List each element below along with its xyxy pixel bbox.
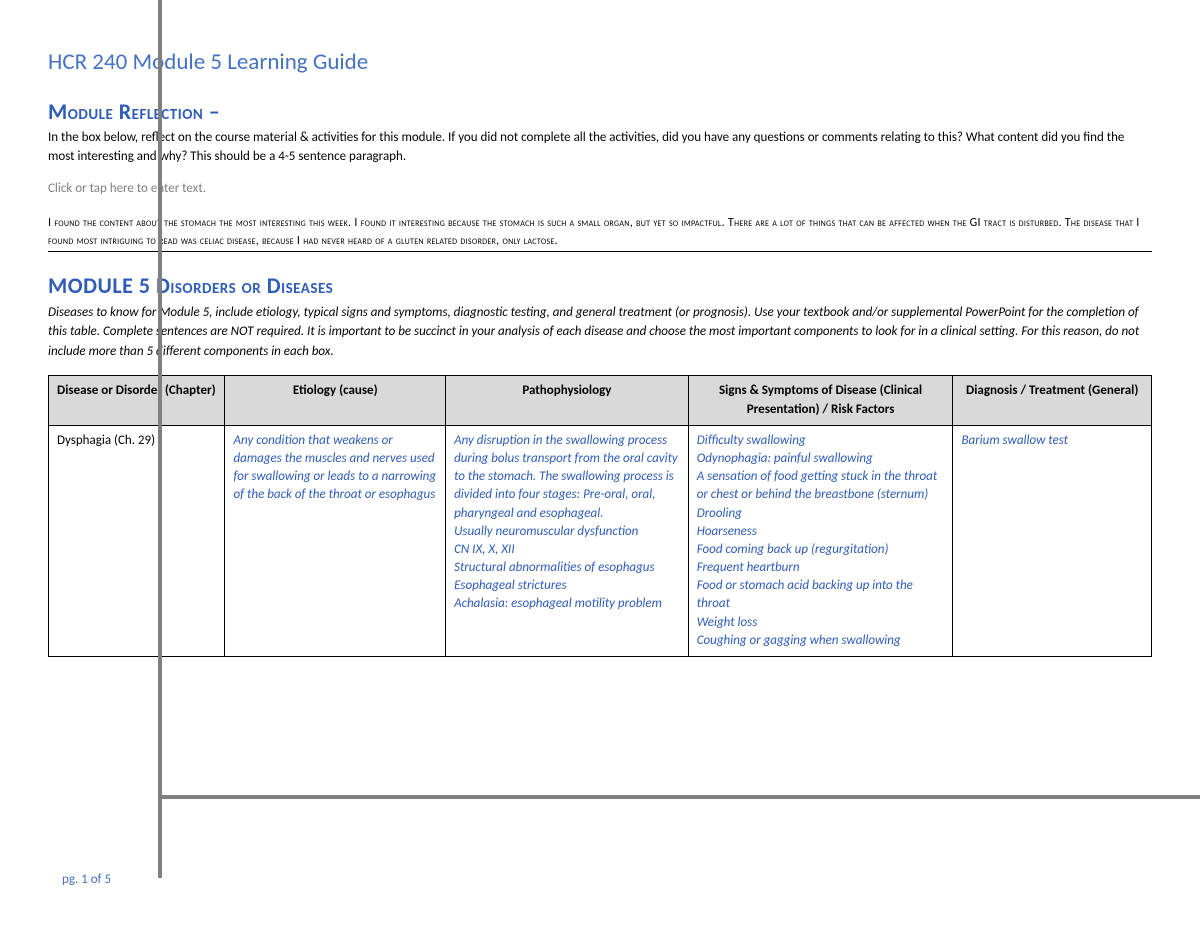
reflection-body[interactable]: I found the content about the stomach th… — [48, 214, 1152, 252]
disorders-instructions: Diseases to know for Module 5, include e… — [48, 303, 1152, 362]
cell-disease: Dysphagia (Ch. 29) — [49, 425, 225, 656]
col-header-signs: Signs & Symptoms of Disease (Clinical Pr… — [688, 376, 953, 425]
document-title: HCR 240 Module 5 Learning Guide — [48, 48, 1152, 76]
cell-signs[interactable]: Difficulty swallowingOdynophagia: painfu… — [688, 425, 953, 656]
cell-dx[interactable]: Barium swallow test — [953, 425, 1152, 656]
table-header-row: Disease or Disorder (Chapter) Etiology (… — [49, 376, 1152, 425]
cell-patho[interactable]: Any disruption in the swallowing process… — [446, 425, 689, 656]
disorders-table: Disease or Disorder (Chapter) Etiology (… — [48, 375, 1152, 657]
document-page: HCR 240 Module 5 Learning Guide Module R… — [48, 48, 1152, 879]
col-header-etiology: Etiology (cause) — [225, 376, 446, 425]
table-row: Dysphagia (Ch. 29) Any condition that we… — [49, 425, 1152, 656]
reflection-heading: Module Reflection – — [48, 98, 1152, 125]
col-header-dx: Diagnosis / Treatment (General) — [953, 376, 1152, 425]
cursor-guide-vertical — [158, 0, 162, 878]
col-header-disease: Disease or Disorder (Chapter) — [49, 376, 225, 425]
page-number: pg. 1 of 5 — [62, 872, 111, 887]
cell-etiology[interactable]: Any condition that weakens or damages th… — [225, 425, 446, 656]
col-header-patho: Pathophysiology — [446, 376, 689, 425]
reflection-instructions: In the box below, reflect on the course … — [48, 129, 1152, 167]
cursor-guide-horizontal — [158, 795, 1200, 799]
reflection-input-placeholder[interactable]: Click or tap here to enter text. — [48, 181, 1152, 196]
disorders-heading: MODULE 5 Disorders or Diseases — [48, 272, 1152, 299]
